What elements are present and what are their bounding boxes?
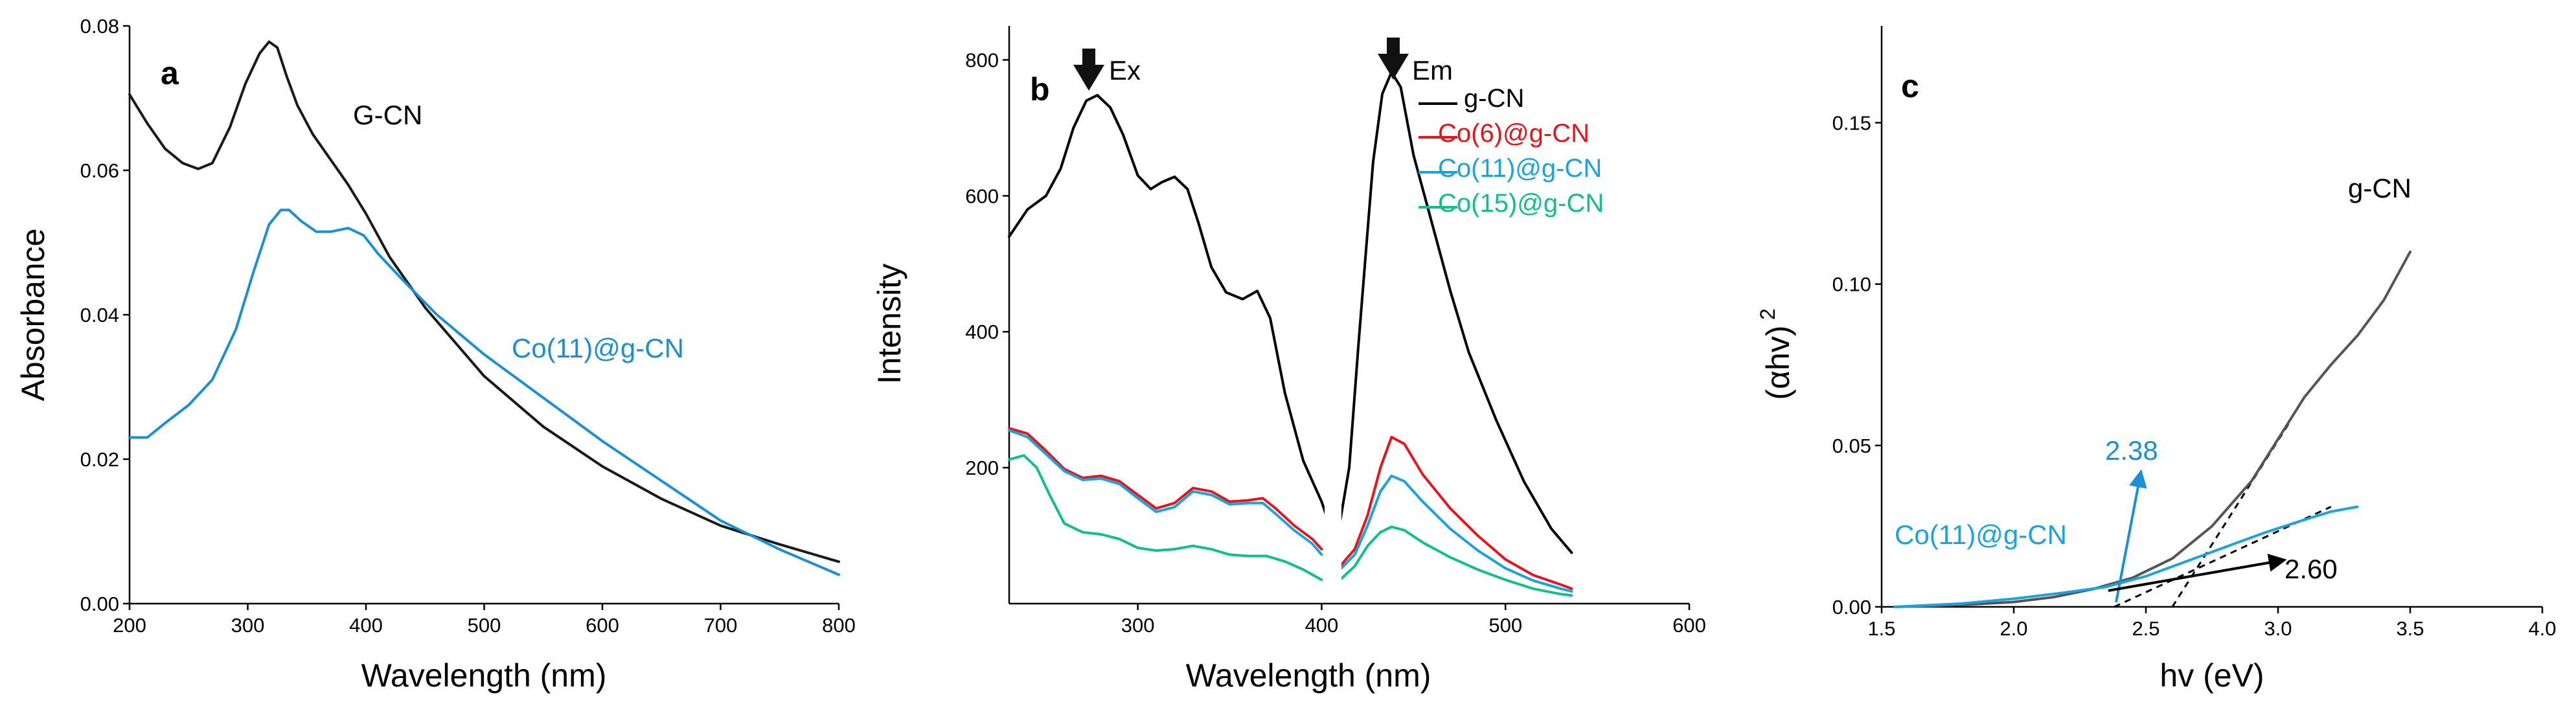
legend-text-gcn: g-CN bbox=[1464, 84, 1524, 113]
panel-b-series-co-11-g-cn bbox=[1338, 474, 1573, 593]
panel-b-x-tick-label: 600 bbox=[1672, 614, 1706, 637]
panel-b-label: b bbox=[1030, 71, 1050, 108]
panel-b-series-co-15-g-cn bbox=[1008, 454, 1323, 582]
panel-c-y-tick-label: 0.05 bbox=[1832, 435, 1871, 457]
panel-c-annotation-260: 2.60 bbox=[2285, 554, 2338, 584]
panel-a-x-tick-label: 300 bbox=[231, 614, 265, 637]
panel-b-y-tick-label: 600 bbox=[965, 185, 999, 207]
panel-b-y-tick-label: 800 bbox=[965, 49, 999, 71]
panel-a-x-axis-title: Wavelength (nm) bbox=[361, 657, 607, 694]
panel-b-series-g-cn bbox=[1338, 71, 1573, 554]
panel-c-arrow-238 bbox=[2115, 469, 2147, 603]
panel-c-y-tick-label: 0.15 bbox=[1832, 112, 1871, 135]
panel-a: 200 300 400 500 600 700 800 0.00 0.02 0.04 0.06 0.0… bbox=[15, 15, 856, 694]
panel-b: 300 400 500 600 200 400 600 800 b Wavelength (n… bbox=[871, 26, 1706, 694]
panel-b-series bbox=[1008, 71, 1573, 597]
panel-a-y-tick-label: 0.02 bbox=[80, 448, 119, 471]
panel-b-series-co-15-g-cn bbox=[1338, 525, 1573, 597]
panel-c-annotation-238: 2.38 bbox=[2105, 435, 2158, 466]
panel-b-ticks: 300 400 500 600 200 400 600 800 bbox=[965, 49, 1706, 637]
panel-b-x-tick-label: 300 bbox=[1121, 614, 1155, 637]
panel-a-x-tick-label: 400 bbox=[349, 614, 383, 637]
panel-b-em-label: Em bbox=[1412, 55, 1453, 85]
panel-c-x-tick-label: 2.0 bbox=[2000, 617, 2027, 640]
panel-c-y-tick-label: 0.00 bbox=[1832, 596, 1871, 619]
panel-b-series-co-6-g-cn bbox=[1008, 427, 1323, 550]
panel-a-x-tick-label: 700 bbox=[704, 614, 738, 637]
panel-a-x-tick-label: 500 bbox=[468, 614, 501, 637]
panel-a-ticks: 200 300 400 500 600 700 800 0.00 0.02 0.04 0.06 0.0… bbox=[80, 15, 856, 637]
panel-c-y-tick-label: 0.10 bbox=[1832, 273, 1871, 296]
panel-b-y-tick-label: 200 bbox=[965, 457, 999, 479]
panel-b-x-tick-label: 500 bbox=[1488, 614, 1522, 637]
panel-a-x-tick-label: 600 bbox=[586, 614, 619, 637]
panel-a-y-tick-label: 0.08 bbox=[80, 15, 119, 38]
panel-a-x-tick-label: 800 bbox=[822, 614, 856, 637]
panel-b-legend: g-CN Co(6)@g-CN Co(11)@g-CN Co(15)@g-CN bbox=[1419, 84, 1604, 218]
panel-c-series-co-11-g-cn bbox=[1893, 505, 2359, 608]
panel-c-x-tick-label: 3.0 bbox=[2264, 617, 2292, 640]
panel-b-series-co-11-g-cn bbox=[1008, 429, 1323, 556]
panel-a-series bbox=[128, 40, 840, 576]
panel-a-series-g-cn bbox=[128, 40, 840, 563]
panel-c-arrow-260 bbox=[2108, 554, 2287, 592]
panel-c-series-label-co11: Co(11)@g-CN bbox=[1895, 519, 2067, 550]
panel-c-x-axis-title: hv (eV) bbox=[2160, 657, 2264, 694]
panel-a-y-tick-label: 0.04 bbox=[80, 304, 119, 326]
panel-a-label: a bbox=[161, 55, 179, 91]
panel-b-y-axis-title: Intensity bbox=[871, 264, 907, 384]
panel-c-y-axis-title-exp: 2 bbox=[1756, 308, 1779, 320]
panel-a-x-tick-label: 200 bbox=[113, 614, 146, 637]
panel-b-series-co-6-g-cn bbox=[1338, 435, 1573, 590]
panel-b-ex-arrow bbox=[1073, 49, 1104, 91]
panel-b-ex-label: Ex bbox=[1109, 55, 1141, 85]
panel-c-series-label-gcn: g-CN bbox=[2348, 173, 2411, 203]
panel-a-series-label-co11: Co(11)@g-CN bbox=[512, 333, 684, 363]
panel-c-ticks: 1.5 2.0 2.5 3.0 3.5 4.0 0.00 0.05 0.10 0.15 bbox=[1832, 112, 2557, 641]
legend-text-co15: Co(15)@g-CN bbox=[1438, 189, 1604, 218]
panel-c-series-g-cn bbox=[1893, 250, 2411, 608]
panel-c-x-tick-label: 4.0 bbox=[2528, 617, 2556, 640]
panel-a-series-label-gcn: G-CN bbox=[353, 100, 422, 130]
panel-c-y-axis-title-base: (αhv) bbox=[1760, 325, 1796, 400]
panel-c-label: c bbox=[1901, 68, 1919, 104]
panel-c-y-axis-title: (αhv) 2 bbox=[1756, 308, 1796, 400]
panel-c-x-tick-label: 3.5 bbox=[2396, 617, 2424, 640]
panel-b-series-g-cn bbox=[1008, 94, 1332, 530]
panel-a-series-co-11-g-cn bbox=[128, 209, 840, 576]
panel-b-x-axis-title: Wavelength (nm) bbox=[1186, 657, 1431, 694]
panel-c-x-tick-label: 1.5 bbox=[1867, 617, 1895, 640]
panel-b-y-tick-label: 400 bbox=[965, 321, 999, 343]
panel-c-x-tick-label: 2.5 bbox=[2132, 617, 2160, 640]
panel-b-em-arrow bbox=[1378, 38, 1409, 80]
legend-text-co6: Co(6)@g-CN bbox=[1438, 119, 1590, 148]
panel-a-y-tick-label: 0.06 bbox=[80, 159, 119, 182]
panel-a-y-axis-title: Absorbance bbox=[15, 229, 51, 402]
panel-a-y-tick-label: 0.00 bbox=[80, 593, 119, 615]
panel-c: 1.5 2.0 2.5 3.0 3.5 4.0 0.00 0.05 0.10 0.15 c hv … bbox=[1756, 26, 2557, 694]
legend-text-co11: Co(11)@g-CN bbox=[1438, 154, 1602, 183]
panel-b-gap-mask bbox=[1325, 499, 1341, 596]
panel-c-series bbox=[1893, 250, 2411, 608]
panel-b-x-tick-label: 400 bbox=[1305, 614, 1339, 637]
